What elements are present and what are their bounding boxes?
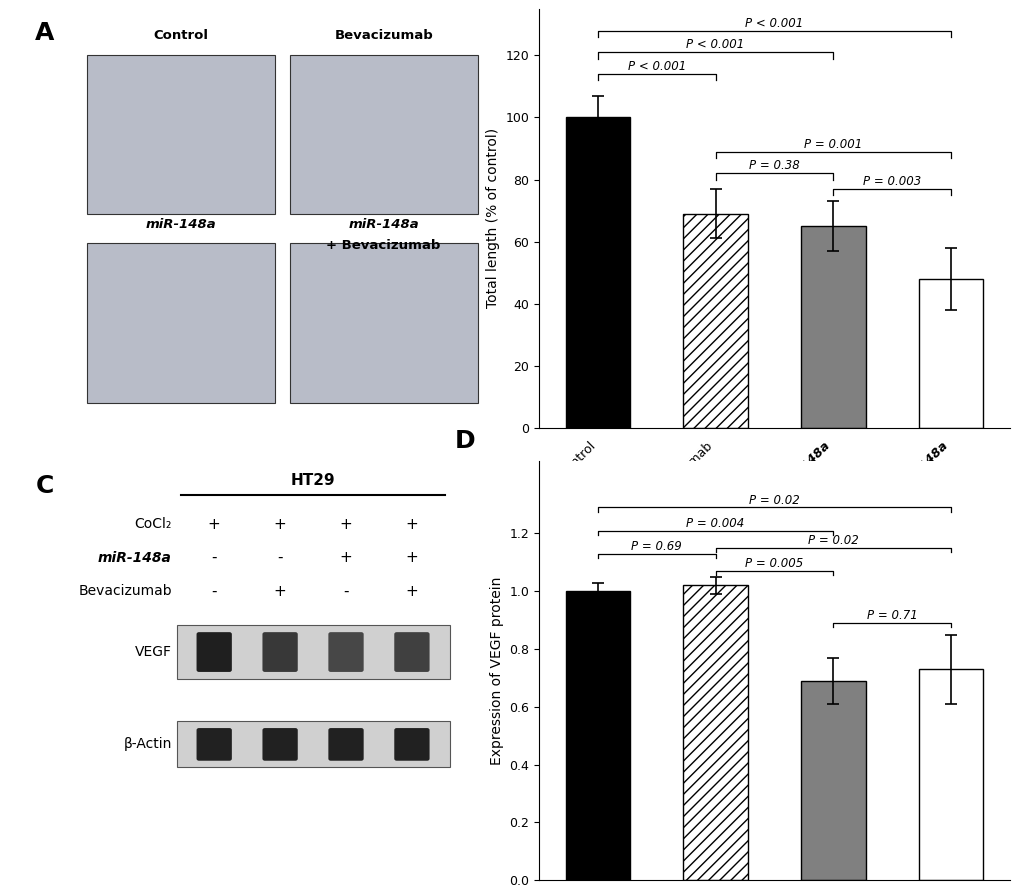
Text: VEGF: VEGF bbox=[135, 645, 171, 659]
Text: Control: Control bbox=[154, 29, 209, 43]
Bar bbox=[176, 721, 449, 767]
Text: +: + bbox=[273, 517, 286, 532]
Text: +: + bbox=[406, 517, 418, 532]
Text: P < 0.001: P < 0.001 bbox=[745, 17, 803, 29]
Bar bbox=[683, 586, 747, 880]
Text: P = 0.003: P = 0.003 bbox=[862, 175, 920, 188]
Bar bbox=[289, 244, 477, 403]
FancyBboxPatch shape bbox=[394, 728, 429, 761]
Bar bbox=[918, 669, 982, 880]
Bar bbox=[87, 244, 275, 403]
FancyBboxPatch shape bbox=[394, 632, 429, 672]
Text: miR-148a: miR-148a bbox=[146, 218, 216, 231]
FancyBboxPatch shape bbox=[328, 632, 364, 672]
Text: P = 0.69: P = 0.69 bbox=[631, 540, 682, 553]
Text: A: A bbox=[36, 21, 55, 45]
Text: -: - bbox=[277, 550, 282, 565]
Text: Bevacizumab: Bevacizumab bbox=[78, 584, 171, 598]
Bar bbox=[800, 226, 865, 428]
Text: P < 0.001: P < 0.001 bbox=[686, 38, 744, 52]
Bar bbox=[176, 625, 449, 679]
Text: +: + bbox=[406, 583, 418, 598]
Text: P < 0.001: P < 0.001 bbox=[627, 60, 685, 73]
Text: Bevacizumab: Bevacizumab bbox=[334, 29, 433, 43]
Bar bbox=[800, 681, 865, 880]
Text: Control: Control bbox=[556, 439, 597, 480]
Bar bbox=[683, 213, 747, 428]
Text: P = 0.71: P = 0.71 bbox=[866, 609, 916, 622]
Text: β-Actin: β-Actin bbox=[123, 737, 171, 751]
Text: P = 0.001: P = 0.001 bbox=[803, 138, 861, 150]
Text: HT29: HT29 bbox=[290, 474, 335, 488]
Text: -: - bbox=[211, 550, 217, 565]
Y-axis label: Expression of VEGF protein: Expression of VEGF protein bbox=[489, 576, 503, 765]
Text: +: + bbox=[273, 583, 286, 598]
Y-axis label: Total length (% of control): Total length (% of control) bbox=[485, 128, 499, 308]
Text: +: + bbox=[208, 517, 220, 532]
Text: miR-148a: miR-148a bbox=[98, 550, 171, 565]
Text: +: + bbox=[339, 517, 352, 532]
Text: + Bevacizumab: + Bevacizumab bbox=[871, 459, 950, 537]
Text: -: - bbox=[343, 583, 348, 598]
Text: C: C bbox=[36, 474, 54, 498]
Text: P = 0.38: P = 0.38 bbox=[748, 159, 799, 172]
Text: P = 0.02: P = 0.02 bbox=[807, 534, 858, 547]
Text: D: D bbox=[453, 428, 475, 453]
FancyBboxPatch shape bbox=[197, 728, 231, 761]
Bar bbox=[918, 279, 982, 428]
Text: CoCl₂: CoCl₂ bbox=[135, 517, 171, 531]
Bar bbox=[87, 55, 275, 214]
Text: -: - bbox=[211, 583, 217, 598]
Bar bbox=[565, 117, 630, 428]
Bar bbox=[565, 591, 630, 880]
Text: P = 0.02: P = 0.02 bbox=[748, 493, 799, 507]
Text: miR-148a: miR-148a bbox=[894, 439, 950, 495]
Text: Bevacizumab: Bevacizumab bbox=[646, 439, 715, 508]
Text: +: + bbox=[406, 550, 418, 565]
Text: +: + bbox=[339, 550, 352, 565]
Bar bbox=[289, 55, 477, 214]
FancyBboxPatch shape bbox=[262, 632, 298, 672]
Text: miR-148a: miR-148a bbox=[776, 439, 833, 495]
FancyBboxPatch shape bbox=[328, 728, 364, 761]
FancyBboxPatch shape bbox=[262, 728, 298, 761]
FancyBboxPatch shape bbox=[197, 632, 231, 672]
Text: P = 0.005: P = 0.005 bbox=[745, 557, 803, 570]
Text: + Bevacizumab: + Bevacizumab bbox=[326, 239, 440, 252]
Text: P = 0.004: P = 0.004 bbox=[686, 517, 744, 530]
Text: miR-148a: miR-148a bbox=[347, 218, 419, 231]
